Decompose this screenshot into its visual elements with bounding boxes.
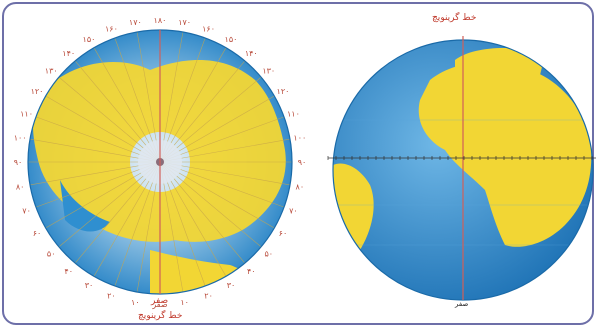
longitude-tick: ۸۰ (296, 183, 305, 192)
longitude-tick: ۷۰ (22, 207, 31, 216)
longitude-tick: ۱۴۰ (245, 49, 258, 58)
longitude-tick: ۴۰ (247, 267, 256, 276)
longitude-tick: ۱۰۰ (293, 133, 306, 142)
longitude-tick: ۵۰ (264, 249, 273, 258)
longitude-tick: ۸۰ (16, 183, 25, 192)
longitude-tick: ۵۰ (47, 249, 56, 258)
longitude-tick: ۱۰۰ (14, 133, 27, 142)
longitude-tick: ۱۵۰ (225, 35, 238, 44)
longitude-tick: ۱۳۰ (45, 67, 58, 76)
longitude-tick: ۷۰ (289, 207, 298, 216)
longitude-tick: ۱۰ (131, 298, 140, 307)
longitude-tick: ۴۰ (64, 267, 73, 276)
longitude-tick: ۱۳۰ (262, 67, 275, 76)
longitude-tick: ۱۴۰ (62, 49, 75, 58)
longitude-tick: ۶۰ (279, 229, 288, 238)
polar-globe: ۱۸۰ ۱۷۰ ۱۶۰ ۱۵۰ ۱۴۰ ۱۳۰ ۱۲۰ ۱۱۰ ۱۰۰ ۹۰ ۸۰ ۷۰ ۶۰ ۵۰ ۴۰ ۳… (14, 16, 307, 309)
longitude-tick: ۲۰ (204, 291, 213, 300)
longitude-tick: ۱۶۰ (105, 25, 118, 34)
zero-label-right: صفر (454, 300, 468, 308)
longitude-tick: ۱۸۰ (154, 16, 167, 25)
longitude-tick: ۱۵۰ (83, 35, 96, 44)
longitude-tick: ۹۰ (298, 158, 307, 167)
meridian-label-left: خط گرینویچ (138, 309, 182, 321)
longitude-tick: ۹۰ (14, 158, 23, 167)
longitude-tick: ۱۷۰ (129, 18, 142, 27)
longitude-tick: ۲۰ (107, 291, 116, 300)
longitude-tick: ۱۱۰ (20, 109, 33, 118)
equatorial-globe (328, 36, 596, 300)
longitude-tick: ۱۷۰ (178, 18, 191, 27)
meridian-label-right: خط گرینویچ (432, 11, 476, 23)
zero-label-left: صفر (150, 296, 168, 306)
longitude-tick: ۱۶۰ (202, 25, 215, 34)
longitude-tick: ۱۱۰ (287, 109, 300, 118)
longitude-tick: ۱۲۰ (277, 87, 290, 96)
longitude-tick: ۳۰ (227, 281, 236, 290)
longitude-tick: ۳۰ (85, 281, 94, 290)
longitude-tick: ۱۲۰ (31, 87, 44, 96)
longitude-tick: ۱۰ (180, 298, 189, 307)
longitude-tick: ۶۰ (33, 229, 42, 238)
